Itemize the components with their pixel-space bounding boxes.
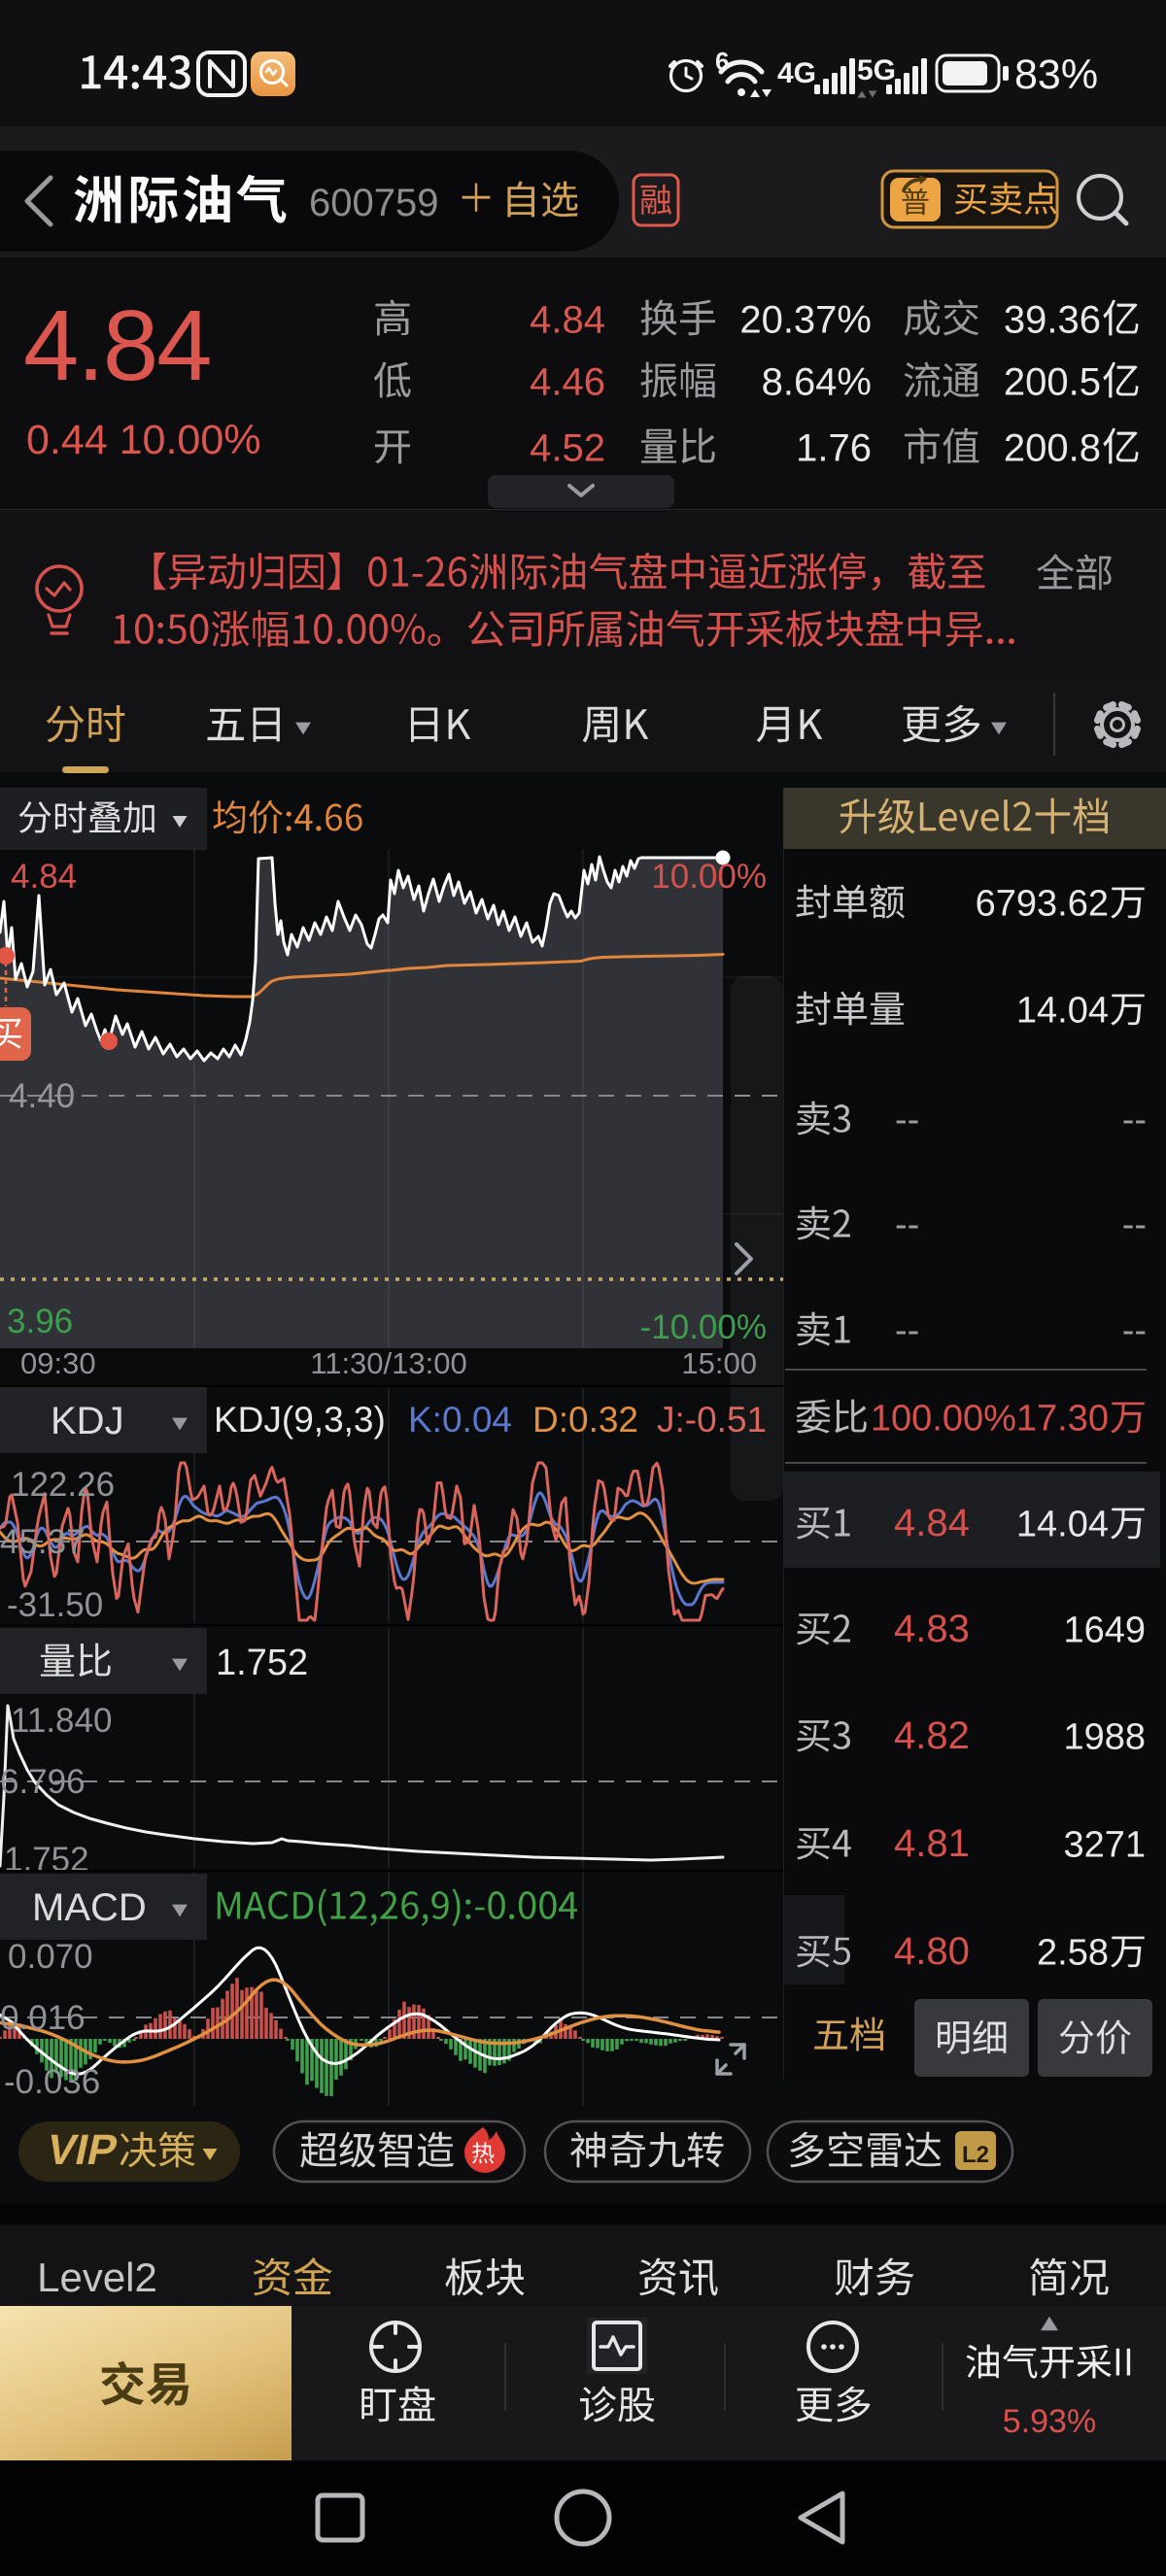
- svg-text:4.52: 4.52: [530, 426, 605, 469]
- svg-text:11.840: 11.840: [11, 1702, 112, 1740]
- svg-text:4.81: 4.81: [894, 1822, 970, 1865]
- svg-text:D:0.32: D:0.32: [532, 1400, 638, 1440]
- svg-text:4.84: 4.84: [530, 298, 605, 341]
- svg-text:20.37%: 20.37%: [739, 298, 872, 341]
- svg-text:10.00%: 10.00%: [651, 858, 767, 896]
- svg-text:100.00%17.30: 100.00%17.30: [871, 1399, 1109, 1440]
- svg-text:09:30: 09:30: [20, 1346, 96, 1380]
- svg-text:4G: 4G: [777, 57, 816, 89]
- svg-text:4.83: 4.83: [894, 1608, 970, 1650]
- svg-text:3.96: 3.96: [7, 1303, 73, 1340]
- svg-text:--: --: [1122, 1204, 1147, 1245]
- svg-text:1.752: 1.752: [216, 1643, 308, 1683]
- svg-text:0.070: 0.070: [8, 1938, 93, 1976]
- svg-text:1.76: 1.76: [796, 426, 872, 469]
- svg-text:200.5: 200.5: [1004, 360, 1101, 403]
- svg-text:83%: 83%: [1014, 51, 1098, 98]
- svg-text:--: --: [895, 1204, 919, 1245]
- svg-text:14.04: 14.04: [1016, 1505, 1109, 1545]
- svg-text:3271: 3271: [1063, 1825, 1146, 1866]
- svg-text:6.796: 6.796: [0, 1763, 86, 1801]
- svg-text:1988: 1988: [1063, 1717, 1146, 1758]
- svg-text:1649: 1649: [1063, 1610, 1146, 1651]
- svg-text:L2: L2: [962, 2142, 989, 2168]
- svg-text:K:0.04: K:0.04: [408, 1400, 512, 1440]
- svg-text:6793.62: 6793.62: [976, 884, 1109, 925]
- svg-text:4.84: 4.84: [894, 1502, 970, 1544]
- svg-text:15:00: 15:00: [681, 1346, 757, 1380]
- svg-text:1.752: 1.752: [4, 1841, 89, 1879]
- svg-text:200.8: 200.8: [1004, 426, 1101, 469]
- svg-text:2.58: 2.58: [1037, 1933, 1109, 1974]
- svg-text:KDJ(9,3,3): KDJ(9,3,3): [214, 1400, 386, 1440]
- svg-text:J:-0.51: J:-0.51: [657, 1400, 767, 1440]
- svg-text:KDJ: KDJ: [51, 1400, 124, 1442]
- svg-text:5.93%: 5.93%: [1003, 2403, 1096, 2440]
- svg-text:122.26: 122.26: [11, 1466, 115, 1504]
- svg-text:600759: 600759: [309, 182, 438, 224]
- svg-text:-10.00%: -10.00%: [640, 1308, 767, 1346]
- svg-text:4.82: 4.82: [894, 1714, 970, 1757]
- svg-text:-31.50: -31.50: [7, 1586, 103, 1624]
- svg-text:11:30/13:00: 11:30/13:00: [310, 1346, 466, 1380]
- svg-text:8.64%: 8.64%: [762, 360, 872, 403]
- svg-text:4.80: 4.80: [894, 1930, 970, 1973]
- svg-text:MACD: MACD: [32, 1886, 147, 1929]
- svg-text:--: --: [895, 1100, 919, 1140]
- svg-text:0.016: 0.016: [0, 1999, 86, 2037]
- svg-text:--: --: [1122, 1100, 1147, 1140]
- svg-text:-0.036: -0.036: [4, 2063, 100, 2101]
- svg-text:4.84: 4.84: [23, 289, 210, 401]
- svg-text:39.36: 39.36: [1004, 298, 1101, 341]
- svg-text:Level2: Level2: [37, 2254, 157, 2300]
- svg-text:VIP: VIP: [43, 2126, 121, 2173]
- svg-text:--: --: [895, 1310, 919, 1351]
- svg-text:45.37: 45.37: [0, 1523, 86, 1561]
- svg-text:4.40: 4.40: [9, 1077, 75, 1115]
- svg-text:--: --: [1122, 1310, 1147, 1351]
- svg-text:4.84: 4.84: [11, 858, 77, 896]
- svg-text:0.44 10.00%: 0.44 10.00%: [26, 417, 260, 463]
- svg-text:4.46: 4.46: [530, 360, 605, 403]
- svg-text:5G: 5G: [857, 54, 896, 86]
- svg-text:14.04: 14.04: [1016, 991, 1109, 1032]
